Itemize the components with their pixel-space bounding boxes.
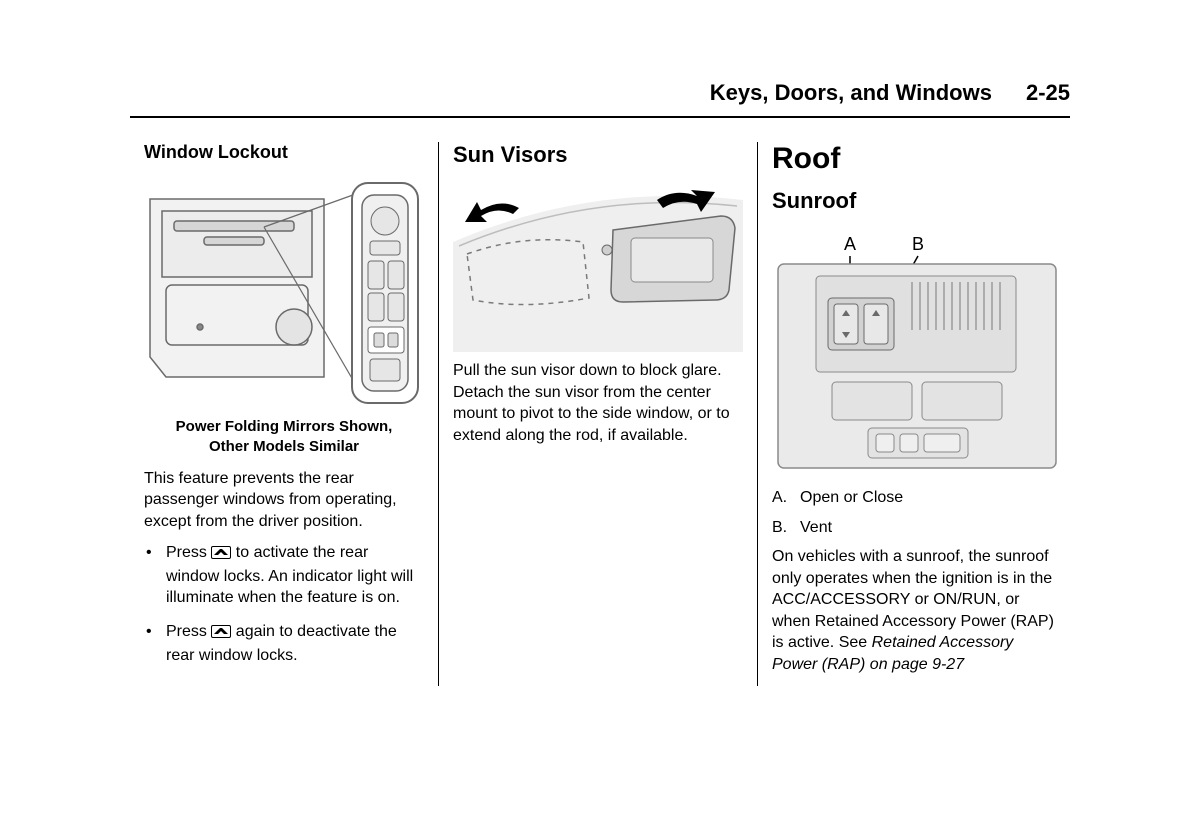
col1-bullets: Press to activate the rear window locks.… xyxy=(144,542,424,666)
bullet-1: Press to activate the rear window locks.… xyxy=(166,542,424,609)
sunroof-illustration: A B xyxy=(772,228,1062,478)
column-1: Window Lockout xyxy=(130,142,438,686)
page-header: Keys, Doors, and Windows 2-25 xyxy=(130,80,1070,118)
bullet-2: Press again to deactivate the rear windo… xyxy=(166,621,424,666)
header-page-number: 2-25 xyxy=(1026,80,1070,106)
figure-window-lockout xyxy=(144,177,424,407)
legend-b-label: B. xyxy=(772,516,787,540)
legend-a-label: A. xyxy=(772,486,787,510)
figure-sun-visor xyxy=(453,182,743,352)
label-a-text: A xyxy=(844,234,856,254)
window-lockout-illustration xyxy=(144,177,424,407)
bullet1-a: Press xyxy=(166,544,211,561)
col1-body: This feature prevents the rear passenger… xyxy=(144,468,424,533)
col2-body: Pull the sun visor down to block glare. … xyxy=(453,360,743,446)
window-lock-icon xyxy=(211,623,231,645)
legend-a-text: Open or Close xyxy=(800,489,903,506)
label-b-text: B xyxy=(912,234,924,254)
sun-visor-illustration xyxy=(453,182,743,352)
caption-line-1: Power Folding Mirrors Shown, xyxy=(176,418,393,435)
col3-heading-top: Roof xyxy=(772,142,1062,176)
col1-heading: Window Lockout xyxy=(144,142,424,163)
legend-b: B.Vent xyxy=(800,516,1062,540)
header-title: Keys, Doors, and Windows xyxy=(710,80,992,106)
column-3: Roof Sunroof A B xyxy=(757,142,1076,686)
columns: Window Lockout xyxy=(130,142,1070,686)
window-lock-icon xyxy=(211,544,231,566)
column-2: Sun Visors xyxy=(438,142,757,686)
figure-sunroof: A B xyxy=(772,228,1062,478)
sunroof-legend: A.Open or Close B.Vent xyxy=(772,486,1062,540)
caption-line-2: Other Models Similar xyxy=(209,438,359,455)
bullet2-a: Press xyxy=(166,623,211,640)
figure-caption: Power Folding Mirrors Shown, Other Model… xyxy=(144,417,424,458)
col2-heading: Sun Visors xyxy=(453,142,743,168)
page: Keys, Doors, and Windows 2-25 Window Loc… xyxy=(0,0,1200,726)
legend-a: A.Open or Close xyxy=(800,486,1062,510)
col3-body: On vehicles with a sunroof, the sunroof … xyxy=(772,546,1062,676)
col3-heading-section: Sunroof xyxy=(772,188,1062,214)
legend-b-text: Vent xyxy=(800,519,832,536)
